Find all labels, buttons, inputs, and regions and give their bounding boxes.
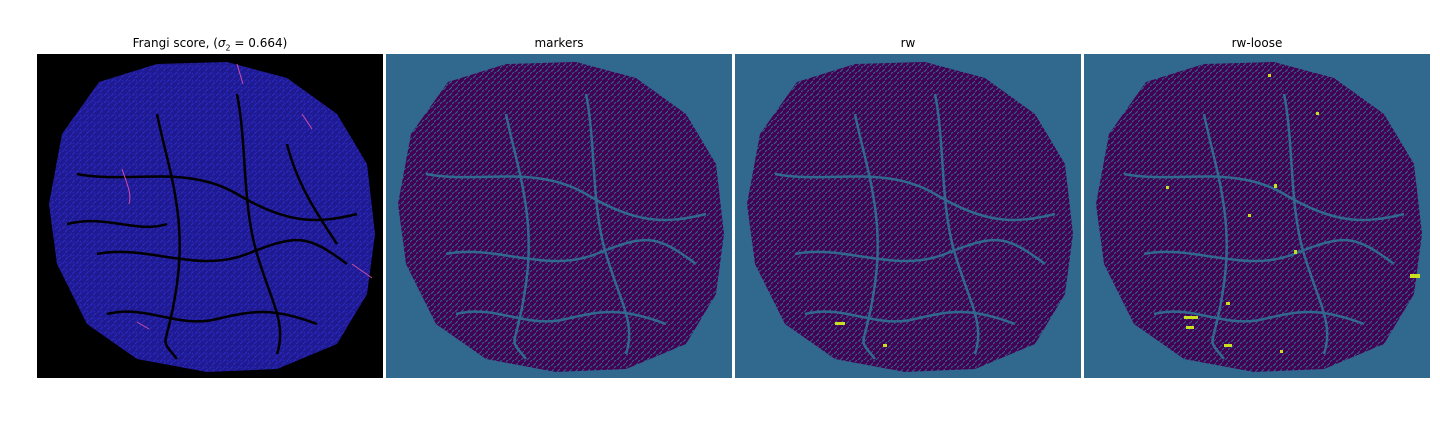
frangi-title-suffix: = 0.664) xyxy=(230,36,288,50)
frangi-sigma-symbol: σ xyxy=(217,36,226,50)
panel-title-frangi: Frangi score, (σ2 = 0.664) xyxy=(37,36,383,52)
panel-title-rw: rw xyxy=(900,36,916,50)
rw-image xyxy=(735,54,1081,378)
markers-image xyxy=(386,54,732,378)
panel-title-rw-loose: rw-loose xyxy=(1231,36,1283,50)
panel-title-markers: markers xyxy=(534,36,584,50)
rw-loose-image xyxy=(1084,54,1430,378)
frangi-score-image xyxy=(37,54,383,378)
frangi-title-prefix: Frangi score, ( xyxy=(132,36,218,50)
frangi-sigma-subscript: 2 xyxy=(225,43,231,53)
